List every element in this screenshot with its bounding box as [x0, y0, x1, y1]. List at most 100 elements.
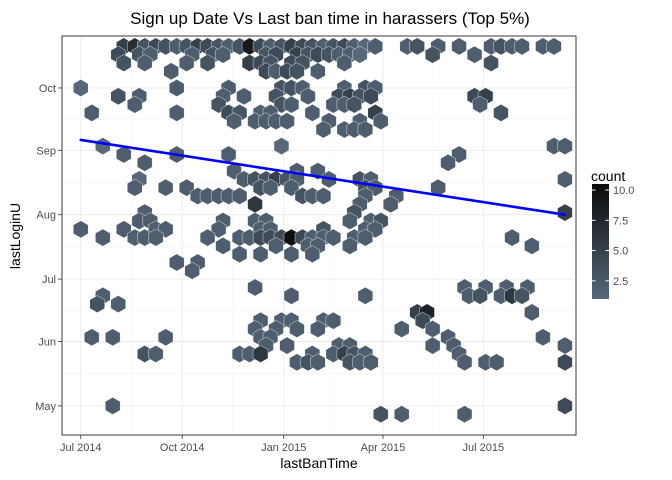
- hexbin-cell: [178, 54, 195, 72]
- y-tick-label: Aug: [36, 210, 56, 222]
- hexbin-cell: [557, 170, 573, 189]
- hexbin-cell: [199, 54, 216, 72]
- hexbin-cell: [394, 320, 410, 338]
- hexbin-cell: [283, 95, 300, 114]
- legend-tick-label: 5.0: [613, 246, 628, 258]
- hexbin-cell: [357, 228, 373, 247]
- y-tick-label: May: [35, 401, 56, 413]
- x-tick-label: Jul 2015: [463, 442, 505, 454]
- x-tick-label: Oct 2014: [160, 442, 205, 454]
- hexbin-cell: [383, 195, 399, 214]
- hexbin-cell: [557, 353, 573, 372]
- hexbin-cell: [169, 79, 185, 97]
- trend-line-layer: [79, 138, 567, 217]
- hexbin-cell: [73, 220, 89, 239]
- hexbin-cell: [252, 345, 269, 363]
- hexbin-cell: [310, 320, 326, 338]
- hexbin-cell: [535, 328, 551, 347]
- x-tick-label: Jan 2015: [261, 442, 306, 454]
- hexbin-cell: [148, 345, 164, 363]
- hexbin-cell: [252, 245, 269, 264]
- hexbin-cell: [472, 286, 488, 305]
- y-tick-label: Oct: [39, 83, 56, 95]
- hexbin-cell: [440, 153, 456, 172]
- hexbin-cell: [557, 137, 573, 155]
- hexbin-cell: [105, 328, 121, 347]
- hexbin-cell: [127, 95, 143, 114]
- chart-title: Sign up Date Vs Last ban time in harasse…: [130, 9, 530, 28]
- hexbin-cell: [262, 178, 279, 197]
- hexbin-cell: [300, 87, 316, 106]
- hexbin-cell: [466, 45, 483, 64]
- hexbin-cell: [357, 286, 373, 305]
- hexbin-cell: [127, 178, 143, 197]
- hexbin-cell: [493, 104, 509, 122]
- hexbin-cell: [169, 104, 185, 122]
- hexbin-cell: [279, 112, 295, 131]
- hexbin-cell: [110, 87, 126, 106]
- hexbin-cell: [73, 79, 89, 97]
- hexbin-cell: [273, 137, 290, 155]
- hexbin-cell: [451, 37, 467, 56]
- hexbin-cell: [310, 353, 326, 372]
- legend-tick-label: 7.5: [613, 215, 628, 227]
- hexbin-cell: [289, 320, 305, 338]
- hexbin-cell: [346, 95, 362, 114]
- y-axis-title: lastLoginU: [7, 203, 23, 269]
- hexbin-cell: [524, 237, 540, 255]
- legend-tick-label: 10.0: [613, 185, 634, 197]
- x-axis-title: lastBanTime: [280, 455, 358, 471]
- hexbin-cell: [409, 37, 425, 56]
- hexbin-cell: [315, 187, 332, 205]
- x-tick-label: Jul 2014: [60, 442, 102, 454]
- hexbin-cell: [524, 303, 540, 322]
- hexbin-cell: [289, 62, 305, 81]
- hexbin-cell: [137, 54, 153, 72]
- hexbin-cell: [215, 237, 231, 255]
- hexbin-cell: [247, 278, 263, 297]
- hexbin-cell: [342, 212, 358, 230]
- hexbin-cell: [304, 104, 320, 122]
- y-tick-label: Jun: [38, 336, 56, 348]
- hexbin-cell: [483, 54, 499, 72]
- y-axis: May Jun Jul Aug Sep Oct: [35, 83, 62, 413]
- hexbin-cell: [315, 120, 332, 139]
- hexbin-cell: [373, 112, 389, 131]
- hexbin-cell: [169, 253, 185, 272]
- hexbin-cell: [84, 104, 100, 122]
- hexbin-cell: [148, 228, 164, 247]
- hexbin-cell: [352, 45, 368, 64]
- y-tick-label: Jul: [42, 274, 56, 286]
- hexbin-cell: [514, 286, 530, 305]
- count-legend: count 2.5 5.0 7.5 10.0: [591, 168, 634, 299]
- y-tick-label: Sep: [36, 145, 56, 157]
- hexbin-cell: [363, 353, 379, 372]
- legend-ticks: 2.5 5.0 7.5 10.0: [592, 185, 634, 288]
- hexbin-cell: [514, 37, 530, 56]
- hexbin-cell: [325, 311, 341, 330]
- hexbin-cell: [283, 245, 300, 264]
- hexbin-cell: [546, 37, 562, 56]
- hexbin-cell: [89, 295, 105, 313]
- hexbin-cell: [310, 62, 326, 81]
- hexbin-cell: [373, 405, 389, 424]
- hexbin-cell: [105, 397, 121, 415]
- hexbin-cell: [367, 37, 383, 56]
- hexbin-cell: [342, 237, 358, 255]
- hexbin-cell: [231, 245, 248, 264]
- hexbin-cell: [504, 228, 520, 247]
- hexbin-cell: [279, 336, 295, 355]
- hexbin-cell: [283, 286, 300, 305]
- hexbin-cell: [95, 228, 111, 247]
- hexbin-cell: [215, 45, 231, 64]
- plot-panel-border: [61, 35, 577, 436]
- hexbin-cell: [336, 54, 352, 72]
- hexbin-cell: [231, 187, 248, 205]
- hexbin-cell: [116, 145, 132, 164]
- hexbin-cell: [184, 261, 200, 280]
- hexbin-cell: [488, 353, 505, 372]
- legend-tick-label: 2.5: [613, 276, 628, 288]
- hexbin-cell: [268, 237, 284, 255]
- hexbin-cell: [163, 62, 179, 81]
